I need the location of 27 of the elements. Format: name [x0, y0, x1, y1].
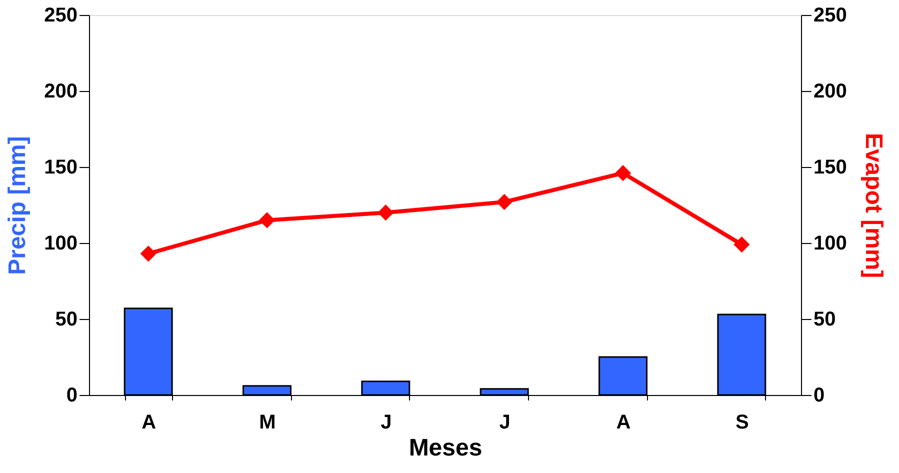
y-tick-label: 200 — [44, 80, 78, 102]
y-tick-label: 250 — [44, 4, 78, 26]
x-tick-label: J — [380, 412, 392, 434]
x-tick-label: M — [259, 412, 276, 434]
point — [614, 165, 632, 182]
point — [258, 212, 276, 228]
y2-tick-label: 150 — [814, 156, 847, 178]
y2-axis-title: Evapot [mm] — [860, 132, 887, 278]
y2-tick-label: 200 — [814, 80, 847, 102]
point — [140, 246, 156, 262]
point — [496, 194, 512, 210]
x-tick-label: A — [616, 412, 631, 434]
point — [378, 204, 394, 221]
y-tick-label: 50 — [55, 308, 78, 330]
point — [734, 236, 750, 253]
y2-tick-label: 50 — [814, 308, 836, 330]
y2-tick-label: 250 — [814, 4, 847, 26]
x-axis-title: Meses — [408, 434, 482, 462]
x-tick-label: A — [142, 412, 156, 434]
x-tick-label: S — [735, 412, 749, 434]
y-tick-label: 150 — [44, 156, 78, 178]
y2-tick-label: 0 — [814, 384, 825, 406]
x-tick-label: J — [499, 412, 510, 434]
y-tick-label: 100 — [44, 232, 78, 254]
y-tick-label: 0 — [66, 384, 78, 406]
y2-tick-label: 100 — [814, 232, 847, 254]
y-axis-title: Precip [mm] — [4, 136, 32, 275]
